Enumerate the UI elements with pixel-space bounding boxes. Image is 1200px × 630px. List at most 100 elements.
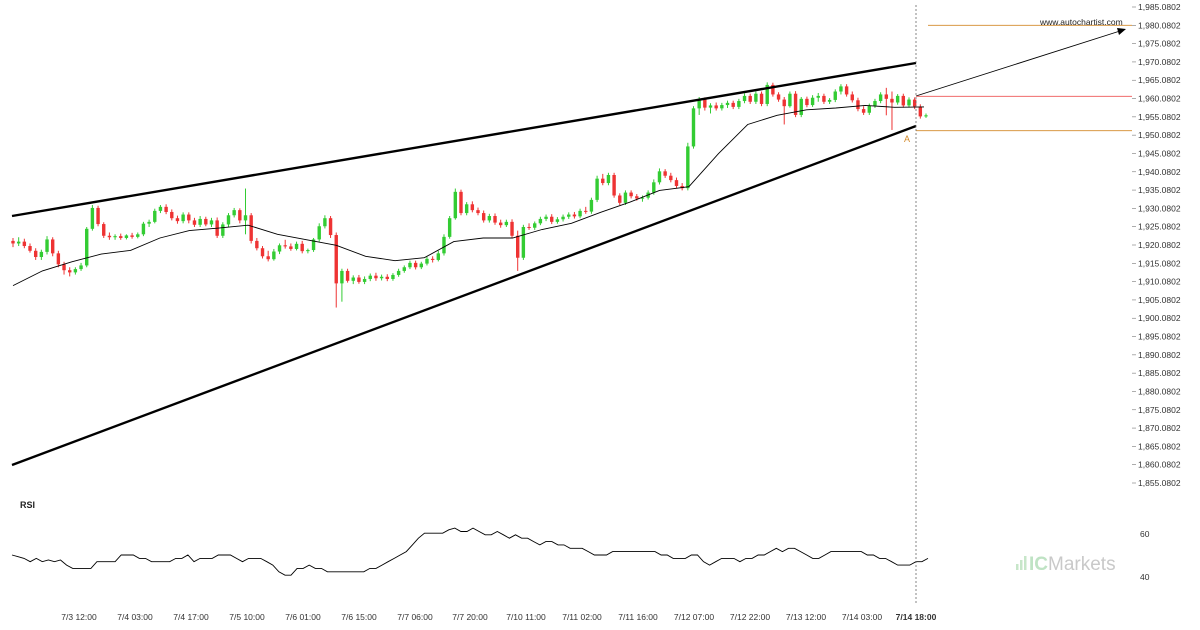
y-tick-label: 1,935.0802 [1138,185,1181,195]
candle-body [839,86,843,92]
candle-body [856,100,860,110]
candle-body [306,250,310,252]
candle-body [62,264,66,271]
candle-body [697,99,701,109]
candle-body [192,220,197,225]
candle-body [833,91,837,100]
candle-body [175,218,180,222]
candle-body [459,191,463,214]
x-tick-label: 7/13 12:00 [786,612,826,622]
candle-body [402,267,406,271]
candle-body [221,224,225,236]
y-tick-label: 1,965.0802 [1138,75,1181,85]
candle-body [544,216,548,219]
candle-body [453,191,458,219]
candle-body [130,235,134,237]
candle-body [748,95,752,102]
y-tick-label: 1,855.0802 [1138,478,1181,488]
time-x-axis: 7/3 12:00 7/4 03:00 7/4 17:00 7/5 10:00 7/6 … [61,612,936,622]
candle-body [198,218,202,225]
candle-body [799,98,803,115]
candle-body [516,235,520,258]
candle-body [124,235,129,238]
candle-body [669,175,673,181]
x-tick-label: 7/5 10:00 [229,612,265,622]
candle-body [340,270,344,284]
y-tick-label: 1,900.0802 [1138,313,1181,323]
y-tick-label: 1,940.0802 [1138,167,1181,177]
candle-body [606,174,611,184]
candle-body [567,214,571,217]
candle-body [589,199,594,212]
candle-body [238,210,242,221]
candle-body [204,218,208,225]
y-tick-label: 1,870.0802 [1138,423,1181,433]
candle-body [317,226,321,240]
x-tick-label: 7/7 20:00 [452,612,488,622]
candle-body [810,97,815,106]
candle-body [731,102,735,107]
candle-body [102,224,106,236]
y-tick-label: 1,975.0802 [1138,39,1181,49]
y-tick-label: 1,875.0802 [1138,405,1181,415]
projection-arrow-icon [1117,28,1126,35]
candle-body [538,218,543,224]
lower-trendline [11,124,917,467]
x-tick-label: 7/12 22:00 [730,612,770,622]
candle-body [277,245,282,252]
candle-body [260,248,265,257]
candle-body [890,98,894,103]
y-tick-label: 1,955.0802 [1138,112,1181,122]
y-tick-label: 1,910.0802 [1138,277,1181,287]
rsi-tick-40: 40 [1140,572,1150,582]
y-tick-label: 1,970.0802 [1138,57,1181,67]
candle-body [674,180,679,186]
candle-body [550,216,554,222]
candle-body [408,262,412,268]
candle-body [50,239,55,254]
candle-body [419,263,423,268]
candle-body [430,258,435,260]
candle-body [436,253,441,260]
candle-body [493,216,497,223]
y-tick-label: 1,915.0802 [1138,258,1181,268]
candle-body [629,192,633,197]
x-tick-label: 7/14 18:00 [896,612,937,622]
candle-body [703,99,707,108]
y-tick-label: 1,905.0802 [1138,295,1181,305]
candle-body [601,178,605,184]
candle-body [96,207,100,225]
rsi-panel [11,527,929,576]
candle-body [181,214,185,222]
x-tick-label: 7/12 07:00 [674,612,714,622]
watermark-url: www.autochartist.com [1039,17,1123,27]
candle-body [164,206,168,212]
candle-body [413,262,418,268]
candle-body [232,210,236,216]
candle-body [754,93,758,102]
candle-body [45,239,49,252]
y-tick-label: 1,985.0802 [1138,2,1181,12]
x-tick-label: 7/3 12:00 [61,612,97,622]
candle-body [907,99,911,106]
candle-body [895,95,900,103]
x-tick-label: 7/11 02:00 [562,612,602,622]
candle-body [328,218,333,236]
candle-body [640,197,645,199]
candle-body [714,105,718,109]
rsi-tick-60: 60 [1140,529,1150,539]
candle-body [391,274,395,279]
x-tick-label: 7/10 11:00 [506,612,546,622]
candle-body [765,84,769,104]
x-tick-label: 7/7 06:00 [397,612,433,622]
candle-body [442,236,446,254]
candle-body [73,269,78,273]
candle-body [924,115,928,117]
candle-body [867,105,871,113]
candle-body [385,276,389,279]
candle-body [107,235,112,238]
candle-body [79,265,83,270]
candle-body [578,210,582,217]
candle-body [147,221,151,224]
y-tick-label: 1,890.0802 [1138,350,1181,360]
